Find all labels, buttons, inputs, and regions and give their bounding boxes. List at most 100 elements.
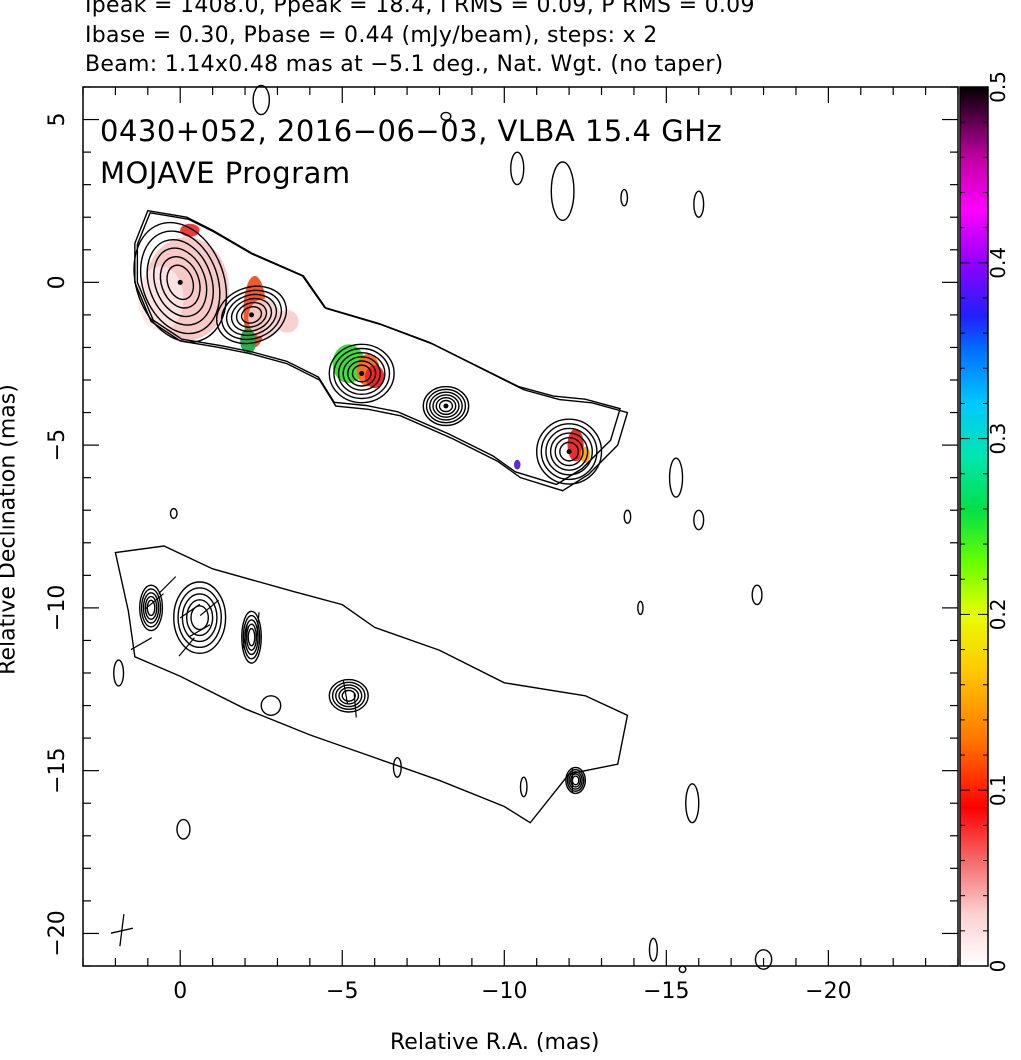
jet-contour <box>554 437 584 467</box>
header-line-3: Beam: 1.14x0.48 mas at −5.1 deg., Nat. W… <box>85 52 724 77</box>
jet-component-C2 <box>359 370 365 376</box>
jet-contour <box>435 397 457 416</box>
colorbar-tick-label: 0.2 <box>986 598 1010 630</box>
polarization-contour <box>566 768 585 792</box>
polarization-contour-envelope <box>114 545 629 824</box>
polarization-contour <box>570 773 582 788</box>
noise-contour <box>550 161 575 222</box>
evpa-tick <box>179 603 201 619</box>
polarization-contour <box>241 610 262 664</box>
colorbar-tick-label: 0 <box>986 960 1010 973</box>
evpa-tick <box>342 680 349 705</box>
jet-contour <box>351 364 372 383</box>
x-axis-label: Relative R.A. (mas) <box>390 1030 600 1055</box>
y-tick-label: −5 <box>45 429 70 461</box>
jet-contour <box>536 418 603 485</box>
noise-contour <box>510 151 525 186</box>
jet-contour <box>549 432 589 471</box>
jet-contour <box>422 385 470 427</box>
noise-contour <box>260 695 282 716</box>
beam-minor-axis <box>119 914 125 947</box>
jet-contour <box>432 394 460 418</box>
noise-contour <box>392 756 402 778</box>
evpa-tick <box>158 576 177 595</box>
polarization-contour <box>328 678 369 713</box>
polarization-contour <box>140 588 162 628</box>
noise-contour <box>440 111 452 121</box>
noise-contour <box>693 509 705 531</box>
jet-contour <box>342 356 381 391</box>
noise-contour <box>169 507 178 520</box>
jet-component-C1 <box>249 312 255 318</box>
noise-contour <box>637 600 644 616</box>
noise-contour <box>519 776 528 798</box>
polarization-contour <box>177 587 222 649</box>
colorbar-tick-label: 0.5 <box>986 71 1010 103</box>
y-tick-label: 5 <box>45 113 70 127</box>
jet-contour <box>545 427 593 476</box>
jet-contour <box>540 423 598 481</box>
noise-contour <box>620 188 629 207</box>
noise-contour <box>113 659 125 687</box>
polarization-contour <box>190 605 210 631</box>
x-tick-label: −5 <box>326 979 358 1004</box>
polarization-contour <box>186 599 214 637</box>
jet-contour <box>146 238 214 326</box>
y-axis-label: Relative Declination (mas) <box>0 384 21 675</box>
polarization-contour <box>571 775 580 786</box>
noise-contour <box>252 84 271 116</box>
polarization-contour <box>331 681 366 710</box>
x-tick-label: −15 <box>643 979 689 1004</box>
polarization-contour <box>242 614 261 660</box>
jet-contour <box>159 256 201 309</box>
jet-contour <box>425 388 467 424</box>
evpa-tick <box>144 593 164 610</box>
polarization-contour <box>245 623 258 651</box>
polarization-patch <box>180 223 200 237</box>
jet-contour <box>216 285 288 345</box>
polarization-contour <box>568 771 583 790</box>
polarization-contour <box>139 584 164 632</box>
jet-contour <box>225 293 278 337</box>
noise-contour <box>754 949 773 970</box>
jet-component-C4 <box>566 449 572 455</box>
jet-contour <box>337 351 386 396</box>
polarization-contour <box>565 766 587 795</box>
noise-contour <box>693 190 705 218</box>
polarization-contour <box>335 684 363 708</box>
colorbar <box>959 86 989 967</box>
plot-frame <box>82 86 959 967</box>
polarization-contour <box>341 689 356 702</box>
jet-contour <box>220 289 283 341</box>
evpa-tick <box>178 637 195 657</box>
y-tick-label: −15 <box>45 747 70 793</box>
jet-contour <box>438 399 454 413</box>
polarization-contour <box>142 592 160 624</box>
noise-contour <box>678 965 687 974</box>
header-line-1: Ipeak = 1408.0, Ppeak = 18.4, I RMS = 0.… <box>85 0 755 18</box>
x-tick-label: −20 <box>805 979 851 1004</box>
noise-contour <box>668 457 684 498</box>
source-annotation: 0430+052, 2016−06−03, VLBA 15.4 GHz <box>100 114 722 148</box>
jet-component-core <box>177 279 183 285</box>
evpa-tick <box>242 625 248 650</box>
noise-contour <box>648 937 658 962</box>
jet-contour <box>333 347 391 400</box>
polarization-contour <box>181 593 218 643</box>
evpa-tick <box>199 599 219 617</box>
polarization-contour <box>144 595 158 620</box>
jet-contour <box>139 230 221 335</box>
y-tick-label: 0 <box>45 275 70 289</box>
jet-contour-envelope <box>136 212 621 486</box>
x-tick-label: −10 <box>481 979 527 1004</box>
polarization-contour <box>247 627 256 647</box>
y-tick-label: −10 <box>45 585 70 631</box>
polarization-patch <box>514 459 521 470</box>
evpa-tick <box>130 637 153 651</box>
jet-contour <box>133 221 228 343</box>
jet-contour <box>328 343 395 404</box>
polarization-contour <box>338 686 360 705</box>
jet-contour <box>235 301 268 328</box>
jet-contour <box>429 391 463 421</box>
